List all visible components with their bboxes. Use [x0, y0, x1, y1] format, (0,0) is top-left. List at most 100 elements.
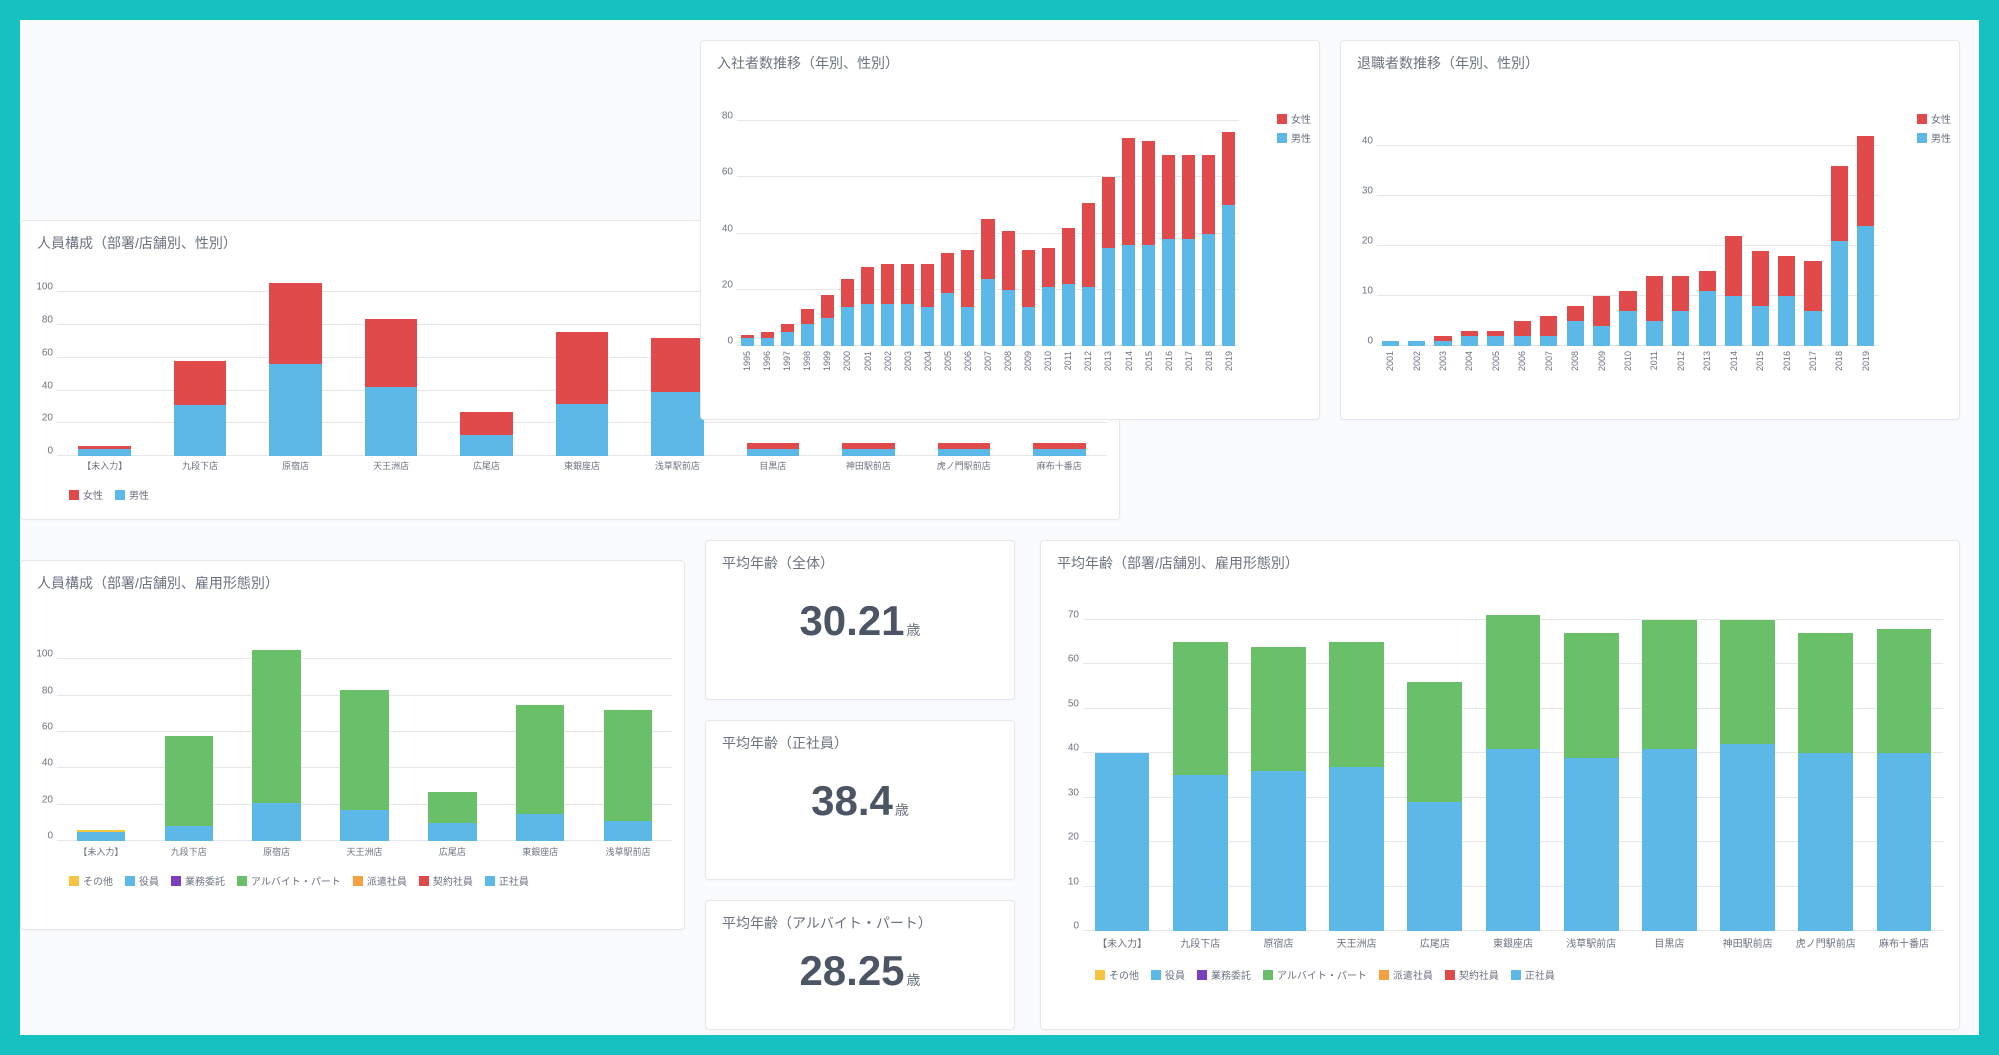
bar-segment: [747, 449, 799, 456]
bar-segment: [1540, 316, 1557, 336]
x-tick: 【未入力】: [82, 459, 127, 472]
legend-item: 男性: [115, 487, 149, 502]
legend-swatch: [485, 876, 495, 886]
panel-title: 平均年齢（部署/店舗別、雇用形態別）: [1041, 541, 1959, 577]
x-tick: 神田駅前店: [1723, 935, 1773, 950]
x-tick: 2006: [963, 351, 973, 371]
x-tick: 2008: [1570, 351, 1580, 371]
x-tick: 原宿店: [263, 845, 290, 858]
bar-segment: [1752, 251, 1769, 306]
legend-swatch: [1917, 114, 1927, 124]
bar-segment: [1162, 239, 1175, 346]
legend-item: アルバイト・パート: [237, 873, 341, 888]
legend-swatch: [1263, 970, 1273, 980]
x-tick: 2013: [1103, 351, 1113, 371]
x-tick: 麻布十番店: [1037, 459, 1082, 472]
x-tick: 原宿店: [282, 459, 309, 472]
x-axis: 2001200220032004200520062007200820092010…: [1377, 351, 1879, 401]
legend-label: 男性: [129, 487, 149, 502]
bar-segment: [1162, 155, 1175, 239]
bar-segment: [1486, 615, 1541, 748]
bar-segment: [861, 267, 874, 304]
bar-segment: [801, 324, 814, 347]
legend-item: 契約社員: [419, 873, 473, 888]
y-tick: 20: [705, 279, 733, 290]
y-tick: 0: [25, 446, 53, 457]
legend-label: アルバイト・パート: [1277, 967, 1367, 982]
bar-segment: [1619, 291, 1636, 311]
legend-label: 役員: [139, 873, 159, 888]
bar-segment: [1142, 141, 1155, 245]
x-tick: 2017: [1808, 351, 1818, 371]
kpi-number: 38.4: [811, 777, 893, 824]
x-tick: 2017: [1184, 351, 1194, 371]
bar-segment: [165, 826, 213, 841]
bar-segment: [1173, 775, 1228, 931]
bar-segment: [1487, 336, 1504, 346]
x-tick: 2015: [1144, 351, 1154, 371]
x-tick: 2019: [1861, 351, 1871, 371]
x-tick: 2012: [1676, 351, 1686, 371]
bar-segment: [1564, 633, 1619, 757]
legend-label: その他: [83, 873, 113, 888]
y-tick: 40: [705, 223, 733, 234]
legend: 女性男性: [1277, 111, 1311, 149]
bar-segment: [821, 318, 834, 346]
y-tick: 80: [705, 111, 733, 122]
y-tick: 100: [25, 649, 53, 660]
y-tick: 40: [1345, 136, 1373, 147]
legend-item: 派遣社員: [1379, 967, 1433, 982]
x-tick: 2016: [1782, 351, 1792, 371]
legend-label: 契約社員: [433, 873, 473, 888]
chart-headcount-emptype: 020406080100: [57, 641, 672, 841]
kpi-title: 平均年齢（アルバイト・パート）: [706, 901, 1014, 937]
bar-segment: [1514, 321, 1531, 336]
bar-segment: [1002, 290, 1015, 346]
bar-segment: [841, 307, 854, 346]
bar-segment: [252, 803, 300, 841]
legend-label: 男性: [1291, 130, 1311, 145]
bar-segment: [340, 810, 388, 841]
bar-segment: [1122, 138, 1135, 245]
bar-segment: [651, 338, 703, 392]
bar-segment: [604, 710, 652, 821]
bar-segment: [1720, 744, 1775, 931]
x-tick: 麻布十番店: [1879, 935, 1929, 950]
legend-label: 業務委託: [185, 873, 225, 888]
x-tick: 東銀座店: [564, 459, 600, 472]
bar-segment: [340, 690, 388, 810]
x-axis: 1995199619971998199920002001200220032004…: [737, 351, 1239, 401]
y-tick: 0: [1345, 336, 1373, 347]
bar-segment: [1672, 276, 1689, 311]
y-tick: 80: [25, 685, 53, 696]
bar-segment: [1222, 205, 1235, 346]
bar-segment: [1646, 321, 1663, 346]
x-tick: 2018: [1834, 351, 1844, 371]
kpi-title: 平均年齢（全体）: [706, 541, 1014, 577]
x-tick: 2006: [1517, 351, 1527, 371]
legend-swatch: [237, 876, 247, 886]
y-tick: 50: [1051, 698, 1079, 709]
kpi-avg-age-all: 平均年齢（全体） 30.21歳: [705, 540, 1015, 700]
bar-segment: [604, 821, 652, 841]
bar-segment: [1831, 241, 1848, 346]
bar-segment: [1857, 226, 1874, 346]
legend-label: 業務委託: [1211, 967, 1251, 982]
bar-segment: [881, 304, 894, 346]
x-tick: 2001: [1385, 351, 1395, 371]
bar-segment: [1407, 682, 1462, 802]
y-tick: 40: [25, 758, 53, 769]
bar-segment: [365, 319, 417, 388]
legend-swatch: [125, 876, 135, 886]
bar-segment: [1202, 155, 1215, 234]
x-tick: 2002: [1412, 351, 1422, 371]
bar-segment: [981, 279, 994, 347]
legend-swatch: [1197, 970, 1207, 980]
bar-segment: [1062, 284, 1075, 346]
x-tick: 浅草駅前店: [606, 845, 651, 858]
x-tick: 広尾店: [473, 459, 500, 472]
y-tick: 60: [25, 721, 53, 732]
x-tick: 2012: [1083, 351, 1093, 371]
legend: 女性男性: [57, 481, 161, 508]
bar-segment: [841, 279, 854, 307]
